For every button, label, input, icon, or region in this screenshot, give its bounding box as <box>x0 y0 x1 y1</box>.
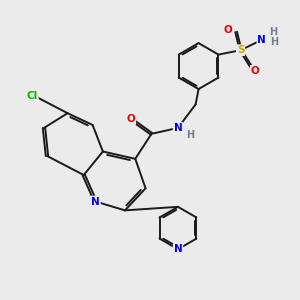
Text: Cl: Cl <box>27 91 38 100</box>
Text: H: H <box>269 27 277 37</box>
Text: N: N <box>174 123 182 133</box>
Text: O: O <box>251 66 260 76</box>
Text: H: H <box>186 130 194 140</box>
Text: N: N <box>91 196 100 206</box>
Text: H: H <box>270 37 278 47</box>
Text: O: O <box>224 26 232 35</box>
Text: S: S <box>237 45 244 55</box>
Text: N: N <box>257 35 266 45</box>
Text: N: N <box>174 244 182 254</box>
Text: O: O <box>127 114 135 124</box>
